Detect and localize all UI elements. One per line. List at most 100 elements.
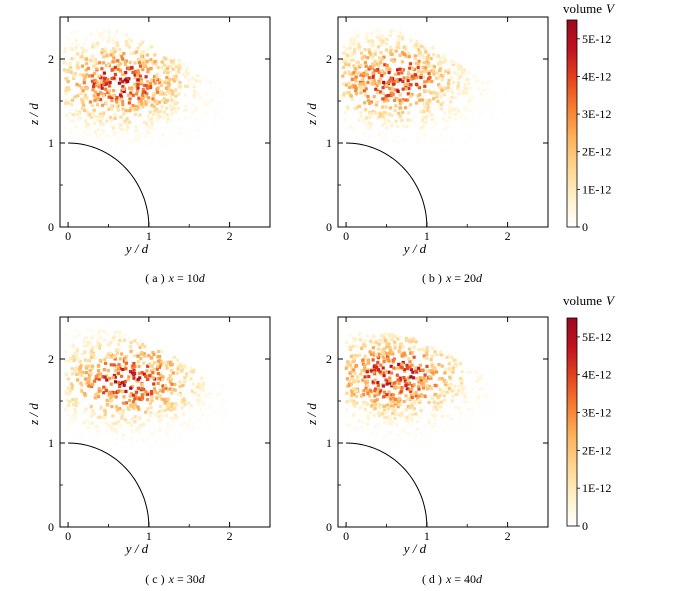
droplet-point [402, 400, 406, 404]
droplet-point [428, 443, 433, 447]
droplet-point [384, 144, 388, 148]
droplet-point [90, 74, 95, 78]
droplet-point [451, 370, 455, 374]
droplet-point [404, 87, 408, 91]
droplet-point [369, 31, 373, 35]
droplet-point [147, 100, 151, 104]
droplet-point [403, 83, 407, 87]
droplet-point [397, 396, 401, 401]
droplet-point [103, 413, 107, 417]
droplet-point [109, 341, 113, 345]
droplet-point [91, 409, 95, 413]
plot-frame [337, 316, 549, 528]
droplet-point [407, 439, 411, 443]
droplet-point [433, 422, 437, 426]
droplet-point [419, 409, 423, 413]
droplet-point [166, 99, 170, 103]
droplet-point [443, 58, 447, 63]
panel-caption: ( a ) x = 10d [145, 271, 205, 285]
droplet-point [400, 414, 404, 418]
droplet-point [438, 62, 442, 66]
droplet-point [475, 437, 479, 441]
droplet-point [396, 366, 400, 370]
droplet-point [99, 405, 103, 409]
droplet-point [173, 451, 177, 455]
droplet-point [169, 95, 173, 99]
droplet-point [161, 378, 165, 382]
droplet-point [344, 422, 348, 426]
droplet-point [380, 57, 384, 61]
droplet-point [358, 332, 362, 336]
droplet-point [436, 54, 440, 58]
droplet-point [152, 361, 157, 365]
droplet-point [86, 426, 90, 430]
droplet-point [150, 45, 154, 49]
droplet-point [144, 84, 148, 88]
droplet-point [135, 80, 139, 84]
x-tick-label: 2 [227, 229, 233, 243]
droplet-point [123, 60, 127, 64]
droplet-point [184, 436, 188, 440]
droplet-point [197, 382, 201, 386]
droplet-point [228, 445, 232, 449]
colorbar-title-variable: V [606, 1, 616, 16]
droplet-point [220, 402, 224, 406]
y-axis-label: z / d [26, 103, 41, 126]
droplet-point [390, 371, 394, 375]
droplet-point [415, 376, 419, 381]
droplet-point [125, 121, 129, 125]
droplet-point [373, 378, 377, 382]
droplet-point [404, 408, 408, 412]
droplet-point [95, 80, 99, 84]
droplet-point [124, 401, 128, 405]
droplet-point [153, 75, 157, 79]
droplet-point [383, 97, 387, 101]
droplet-point [139, 352, 143, 357]
droplet-point [93, 379, 97, 383]
droplet-point [105, 403, 109, 407]
droplet-point [347, 62, 351, 67]
droplet-point [148, 402, 153, 406]
droplet-point [463, 139, 467, 143]
droplet-point [403, 369, 407, 374]
droplet-point [96, 375, 100, 379]
caption-unit: d [476, 271, 483, 285]
droplet-point [176, 367, 180, 371]
droplet-point [351, 52, 355, 56]
droplet-point [387, 359, 391, 363]
droplet-point [166, 397, 170, 401]
droplet-point [442, 55, 447, 59]
droplet-point [401, 79, 405, 83]
droplet-point [432, 368, 436, 372]
droplet-point [127, 447, 132, 451]
droplet-point [475, 145, 479, 149]
droplet-point [459, 433, 463, 437]
droplet-point [475, 400, 479, 404]
droplet-point [392, 88, 396, 92]
droplet-point [120, 80, 125, 84]
droplet-point [461, 428, 465, 432]
droplet-point [410, 423, 414, 427]
droplet-point [368, 65, 372, 69]
droplet-point [173, 102, 177, 106]
droplet-point [168, 58, 172, 62]
droplet-point [131, 366, 135, 370]
droplet-point [94, 393, 98, 397]
droplet-point [172, 58, 176, 63]
droplet-point [450, 95, 454, 99]
droplet-point [162, 63, 166, 67]
droplet-point [98, 133, 102, 137]
droplet-point [442, 146, 446, 150]
droplet-point [95, 96, 99, 101]
droplet-point [71, 398, 75, 402]
droplet-point [479, 377, 483, 381]
droplet-point [73, 95, 77, 99]
droplet-point [425, 99, 429, 103]
droplet-point [400, 100, 404, 104]
droplet-point [131, 400, 136, 404]
droplet-point [158, 135, 162, 139]
droplet-point [393, 334, 397, 338]
droplet-point [149, 369, 154, 373]
droplet-point [373, 394, 377, 398]
droplet-point [83, 393, 88, 397]
